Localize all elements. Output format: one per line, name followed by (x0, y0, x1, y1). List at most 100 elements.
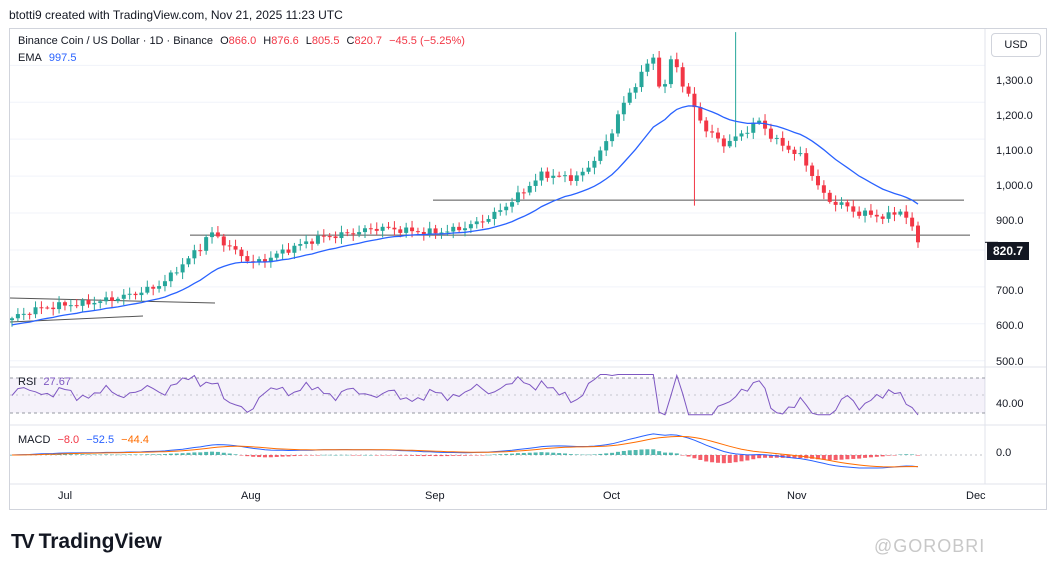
macd-hist-bar (504, 453, 509, 455)
ema-legend: EMA 997.5 (18, 52, 80, 64)
macd-hist-bar (133, 454, 138, 456)
macd-hist-bar (763, 455, 768, 458)
candle (227, 240, 232, 251)
candle (910, 212, 915, 231)
candle (98, 299, 103, 309)
candle-body (492, 211, 497, 219)
candle-body (792, 149, 797, 154)
candle-body (880, 216, 885, 219)
candle-body (286, 249, 291, 253)
macd-hist-bar (515, 453, 520, 455)
macd-hist-bar (892, 455, 897, 456)
macd-hist-bar (615, 451, 620, 455)
candle (898, 209, 903, 217)
ema-label[interactable]: EMA (18, 52, 42, 64)
candle (663, 79, 668, 94)
candle (474, 217, 479, 229)
macd-hist-bar (145, 454, 150, 455)
candle (133, 291, 138, 300)
rsi-line (11, 373, 919, 416)
macd-path (11, 433, 919, 469)
macd-hist-bar (768, 455, 773, 458)
candle-body (51, 307, 56, 310)
macd-tick-zero: 0.0 (996, 447, 1012, 459)
macd-hist-bar (304, 455, 309, 456)
candle (916, 221, 920, 248)
macd-hist-bar (857, 455, 862, 459)
candle-body (804, 153, 809, 166)
macd-hist-bar (898, 454, 903, 455)
rsi-label[interactable]: RSI (18, 376, 37, 388)
candle (415, 227, 420, 235)
candle (674, 52, 679, 73)
last-price-tag: 820.7 (987, 242, 1029, 260)
macd-hist-bar (239, 455, 244, 456)
candle (610, 129, 615, 147)
candle-body (215, 232, 220, 237)
candle-body (586, 167, 591, 172)
candle (186, 255, 191, 268)
candle (274, 250, 279, 262)
macd-lines (11, 433, 919, 469)
y-tick-1100: 1,100.0 (996, 145, 1033, 157)
tradingview-logo[interactable]: TV TradingView (11, 530, 162, 554)
candle-body (633, 87, 638, 93)
symbol-name[interactable]: Binance Coin / US Dollar · 1D · Binance (18, 35, 214, 47)
candle-body (280, 249, 285, 254)
macd-hist-bar (868, 455, 873, 458)
candle-body (292, 245, 297, 253)
candle (180, 258, 185, 280)
macd-hist-bar (280, 455, 285, 457)
macd-hist-bar (568, 454, 573, 455)
candle-body (768, 128, 773, 139)
macd-hist-bar (398, 455, 403, 456)
y-tick-1200: 1,200.0 (996, 110, 1033, 122)
candle (633, 83, 638, 99)
candle-body (262, 259, 267, 263)
candle-body (433, 228, 438, 234)
candle-body (868, 210, 873, 215)
candle-body (916, 225, 920, 243)
macd-hist-bar (680, 455, 685, 456)
candle (521, 188, 526, 200)
candle (627, 88, 632, 106)
candle (763, 114, 768, 136)
macd-hist-bar (533, 452, 538, 455)
candle (298, 238, 303, 251)
candle (686, 83, 691, 97)
chart-frame[interactable] (9, 28, 1047, 510)
ema-line (11, 105, 919, 326)
candle (851, 199, 856, 218)
candle (786, 140, 791, 154)
candle-body (192, 250, 197, 259)
candle (904, 205, 909, 225)
candle-body (151, 286, 156, 289)
macd-hist-bar (392, 455, 397, 456)
rsi-value: 27.67 (43, 376, 71, 388)
candle (57, 296, 62, 314)
macd-hist-bar (80, 454, 85, 455)
candle-body (704, 120, 709, 132)
candle (621, 96, 626, 121)
currency-button[interactable]: USD (991, 33, 1041, 57)
candle (145, 280, 150, 295)
macd-hist-bar (298, 455, 303, 456)
macd-hist-bar (68, 454, 73, 455)
macd-hist-bar (210, 451, 215, 455)
candle (598, 146, 603, 165)
candle (257, 256, 262, 266)
candle-body (198, 250, 203, 252)
macd-hist-bar (174, 453, 179, 455)
macd-hist-bar (821, 455, 826, 460)
ema-value: 997.5 (48, 52, 77, 64)
candle (880, 213, 885, 225)
macd-hist-bar (863, 455, 868, 458)
macd-label[interactable]: MACD (18, 434, 51, 446)
candle-body (362, 228, 367, 233)
candle (827, 189, 832, 204)
candle (374, 222, 379, 235)
candle-body (886, 212, 891, 219)
close-label: C820.7 (346, 35, 382, 47)
y-tick-1300: 1,300.0 (996, 75, 1033, 87)
